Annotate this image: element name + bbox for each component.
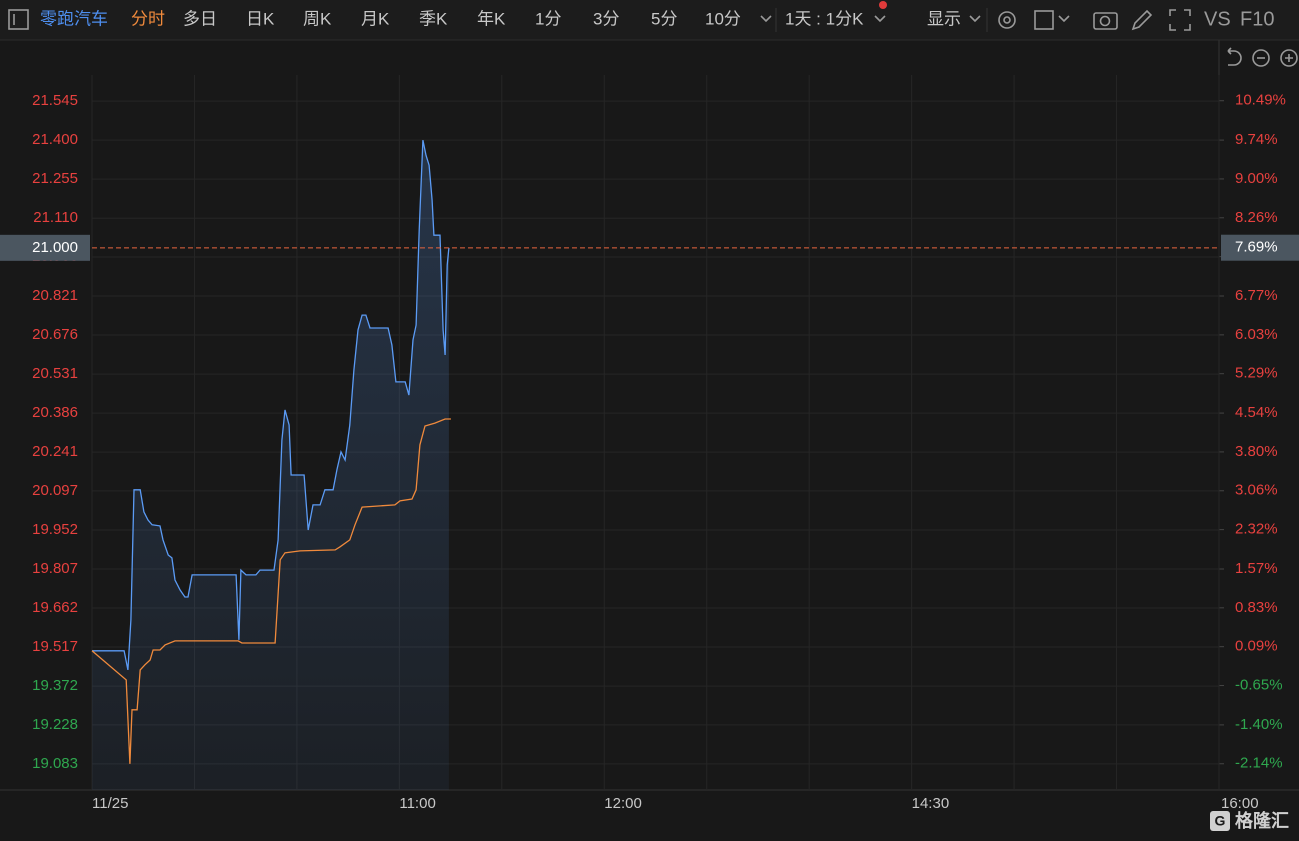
last-change-badge [1221,234,1299,261]
y-tick-label: 20.386 [32,404,78,421]
watermark: 格隆汇 [1235,810,1289,831]
fullscreen-icon[interactable] [1169,9,1191,31]
zoom-in[interactable] [1280,49,1298,67]
y-tick-label: 19.517 [32,638,78,655]
average-line [91,418,451,764]
last-price-label: 21.000 [32,239,78,256]
reset-zoom[interactable] [1227,47,1242,66]
y2-tick-label: 9.00% [1235,170,1278,187]
price-area [92,140,449,791]
y2-tick-label: 4.54% [1235,404,1278,421]
last-change-label: 7.69% [1235,239,1278,256]
y-tick-label: 19.228 [32,716,78,733]
settings-icon-core [1003,16,1011,24]
y2-tick-label: 0.83% [1235,599,1278,616]
x-tick-label: 11:00 [399,795,435,812]
y-tick-label: 21.400 [32,131,78,148]
period-tab[interactable]: 月K [361,9,390,28]
period-tab[interactable]: 1分 [535,9,561,28]
y-tick-label: 20.821 [32,287,78,304]
y-tick-label: 20.531 [32,365,78,382]
y-tick-label: 21.255 [32,170,78,187]
y-tick-label: 19.807 [32,560,78,577]
x-tick-label: 14:30 [912,795,950,812]
period-tab[interactable]: 日K [246,9,275,28]
y2-tick-label: 9.74% [1235,131,1278,148]
y-tick-label: 19.952 [32,521,78,538]
toolbar [0,0,1299,40]
x-tick-label: 11/25 [92,795,128,812]
y2-tick-label: 0.09% [1235,638,1278,655]
period-tab[interactable]: 周K [303,9,332,28]
y-tick-label: 20.241 [32,443,78,460]
period-tab[interactable]: 3分 [593,9,619,28]
notice-dot [879,1,887,9]
period-tab[interactable]: 年K [477,9,506,28]
period-tab[interactable]: 5分 [651,9,677,28]
sidebar-toggle[interactable] [8,9,29,30]
y2-tick-label: -2.14% [1235,755,1283,772]
y2-tick-label: -1.40% [1235,716,1283,733]
y2-tick-label: 2.32% [1235,521,1278,538]
y2-tick-label: 6.03% [1235,326,1278,343]
price-line [92,139,450,671]
screenshot-lens [1099,15,1111,27]
y2-tick-label: 8.26% [1235,209,1278,226]
y2-tick-label: 3.80% [1235,443,1278,460]
range-selector[interactable]: 1天 : 1分K [785,9,864,28]
layout-icon[interactable] [1034,10,1054,30]
zoom-out[interactable] [1252,49,1270,67]
f10-button[interactable]: F10 [1240,8,1274,30]
watermark-logo-letter: G [1215,813,1226,829]
range-arrow[interactable] [874,15,886,23]
y-tick-label: 20.097 [32,482,78,499]
more-periods-arrow[interactable] [760,15,772,23]
display-menu[interactable]: 显示 [927,9,961,28]
period-tab[interactable]: 分时 [131,9,165,28]
y-tick-label: 21.545 [32,92,78,109]
draw-icon[interactable] [1131,9,1153,31]
y2-tick-label: 3.06% [1235,482,1278,499]
y-tick-label: 19.662 [32,599,78,616]
zoom-in-cross [1285,54,1293,62]
y2-tick-label: 10.49% [1235,92,1286,109]
period-tab[interactable]: 多日 [183,9,217,28]
display-arrow[interactable] [969,15,981,23]
y-tick-label: 19.083 [32,755,78,772]
y-tick-label: 20.676 [32,326,78,343]
last-price-badge [0,234,90,261]
y2-tick-label: 6.77% [1235,287,1278,304]
y-tick-label: 19.372 [32,677,78,694]
y2-tick-label: 1.57% [1235,560,1278,577]
y2-tick-label: 5.29% [1235,365,1278,382]
watermark-logo [1210,811,1230,831]
x-tick-label: 16:00 [1221,795,1259,812]
stock-name[interactable]: 零跑汽车 [40,9,108,28]
y-tick-label: 21.110 [33,209,78,226]
screenshot-icon[interactable] [1093,12,1118,30]
layout-arrow[interactable] [1058,15,1070,23]
vs-button[interactable]: VS [1204,8,1231,30]
plot: 21.54521.40021.25521.11020.96620.82120.6… [0,40,1299,812]
settings-icon[interactable] [998,11,1016,29]
period-tab[interactable]: 10分 [705,9,741,28]
period-tab[interactable]: 季K [419,9,448,28]
x-tick-label: 12:00 [604,795,642,812]
y2-tick-label: -0.65% [1235,677,1283,694]
period-tabs: 分时 多日 日K 周K 月K 季K 年K 1分 3分 5分 10分 [131,9,741,28]
